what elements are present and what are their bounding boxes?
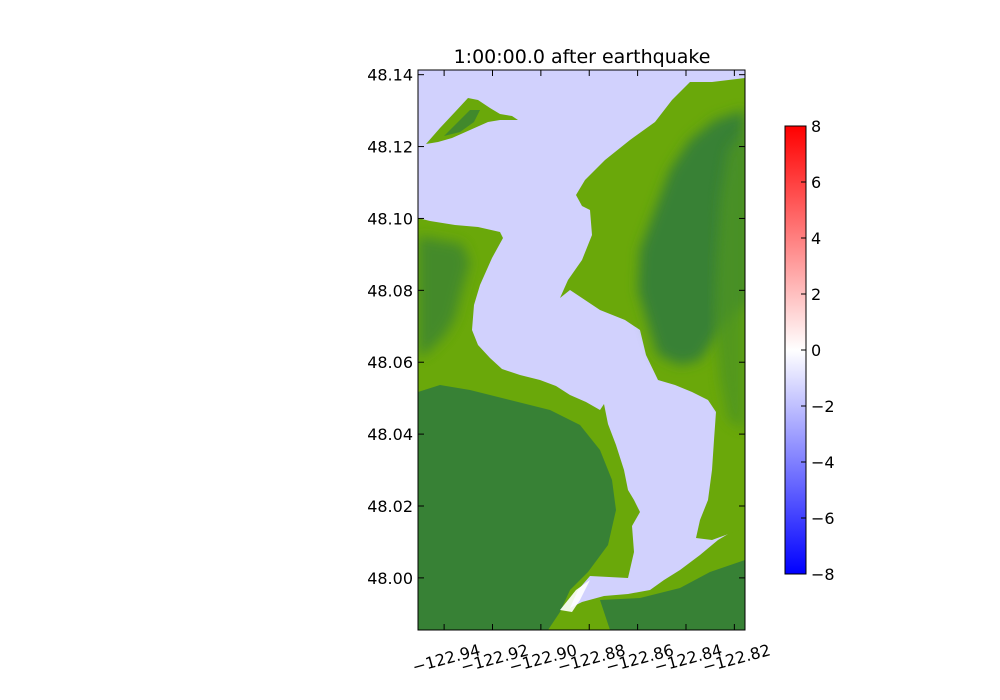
land-island [426,98,518,144]
land-west [418,218,745,630]
y-tick-label: 48.08 [367,281,413,300]
colorbar-tick-label: −8 [811,565,835,584]
chart-title: 1:00:00.0 after earthquake [454,46,711,68]
y-tick-label: 48.00 [367,569,413,588]
y-tick-label: 48.14 [367,66,413,85]
colorbar-tick-label: 4 [811,229,821,248]
colorbar-tick-label: −2 [811,397,835,416]
colorbar-ticks: −8 −6 −4 −2 0 2 4 6 8 [801,117,835,584]
y-tick-label: 48.12 [367,138,413,157]
land-east [560,78,745,540]
colorbar-tick-label: 8 [811,117,821,136]
plot-area: −122.94−122.92−122.90−122.88−122.86−122.… [367,66,772,677]
y-axis: 48.00 48.02 48.04 48.06 48.08 48.10 48.12 48.14 [367,66,745,588]
y-tick-label: 48.06 [367,353,413,372]
colorbar-tick-label: 2 [811,285,821,304]
y-tick-label: 48.10 [367,209,413,228]
heatmap-image [418,70,745,630]
colorbar-tick-label: 0 [811,341,821,360]
axes-frame [417,69,746,631]
colorbar-tick-label: 6 [811,173,821,192]
colorbar-tick-label: −4 [811,453,835,472]
y-tick-label: 48.04 [367,425,413,444]
y-tick-label: 48.02 [367,497,413,516]
colorbar: −8 −6 −4 −2 0 2 4 6 8 [784,117,835,584]
colorbar-tick-label: −6 [811,509,835,528]
